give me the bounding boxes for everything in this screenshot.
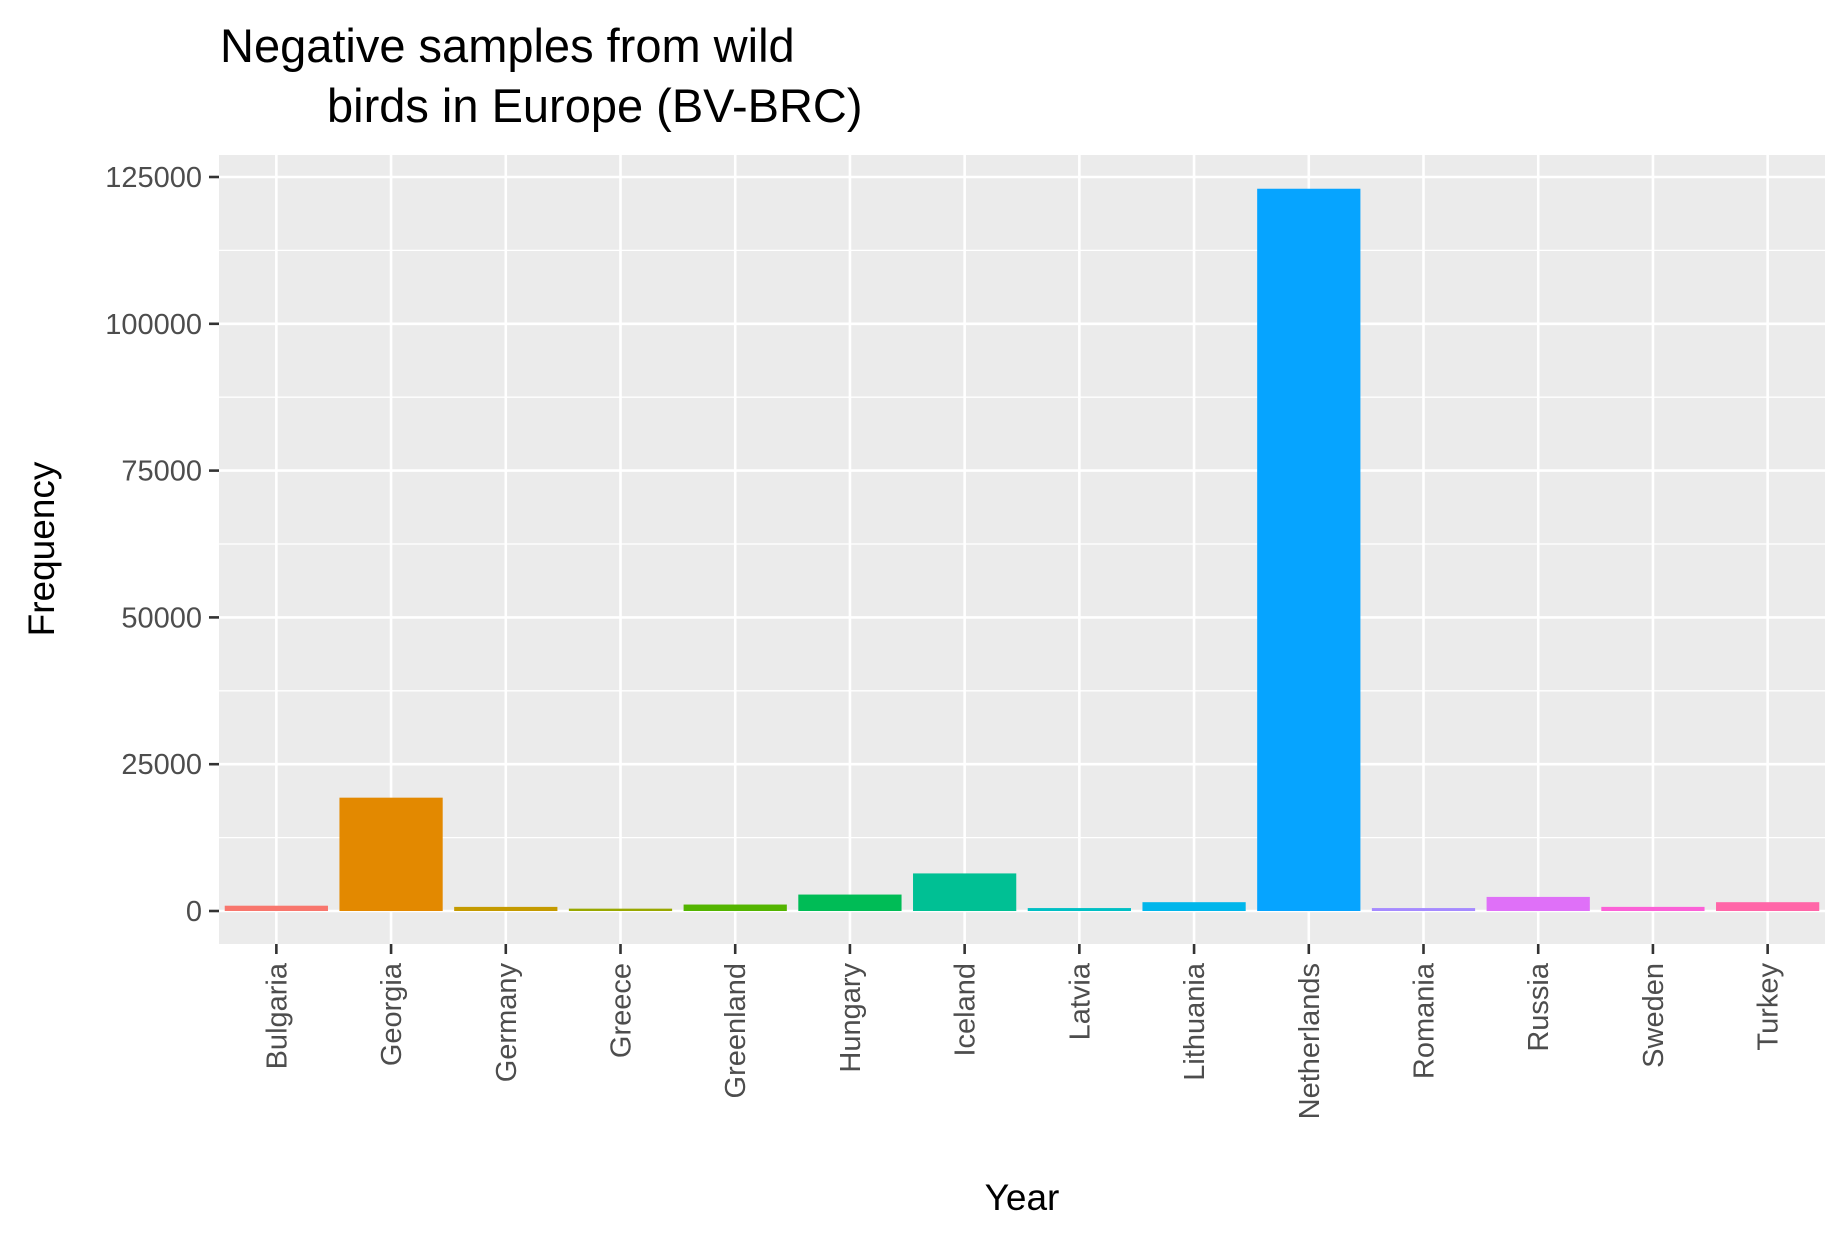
x-tick-label: Greenland: [720, 963, 752, 1098]
y-tick-label: 50000: [121, 602, 202, 634]
x-tick-label: Hungary: [835, 963, 867, 1073]
y-axis-title: Frequency: [21, 461, 62, 636]
bar-greece: [568, 908, 673, 911]
x-tick-label: Bulgaria: [261, 962, 293, 1069]
bar-sweden: [1601, 906, 1705, 911]
x-axis: Bulgaria Georgia Germany Greece Greenland Hun…: [261, 944, 1785, 1119]
chart-title-line-1: Negative samples from wild: [220, 19, 795, 72]
x-tick-label: Sweden: [1638, 963, 1670, 1068]
y-axis: 0 25000 50000 75000 100000 125000: [105, 162, 219, 928]
bar-hungary: [798, 894, 902, 911]
x-tick-label: Romania: [1409, 962, 1441, 1079]
bar-germany: [454, 906, 558, 911]
y-tick-label: 125000: [105, 162, 202, 194]
bars: [224, 188, 1820, 911]
bar-greenland: [683, 904, 787, 911]
x-tick-label: Turkey: [1753, 963, 1785, 1051]
plot-panel: [219, 155, 1825, 944]
bar-georgia: [339, 797, 443, 911]
chart-title-line-2: birds in Europe (BV-BRC): [327, 79, 862, 132]
y-tick-label: 0: [186, 896, 202, 928]
bar-latvia: [1027, 908, 1131, 911]
y-tick-label: 25000: [121, 749, 202, 781]
bar-romania: [1371, 908, 1476, 911]
y-tick-label: 75000: [121, 456, 202, 488]
x-tick-label: Lithuania: [1179, 962, 1211, 1081]
bar-netherlands: [1257, 188, 1361, 911]
bar-lithuania: [1142, 902, 1246, 911]
bar-russia: [1486, 896, 1590, 911]
x-tick-label: Latvia: [1064, 962, 1096, 1040]
bar-bulgaria: [224, 905, 328, 911]
bar-iceland: [913, 873, 1017, 911]
x-tick-label: Germany: [491, 963, 523, 1083]
x-tick-label: Greece: [606, 963, 638, 1058]
y-tick-label: 100000: [105, 309, 202, 341]
x-axis-title: Year: [985, 1177, 1060, 1218]
bar-turkey: [1716, 902, 1820, 911]
x-tick-label: Iceland: [950, 963, 982, 1057]
x-tick-label: Russia: [1523, 962, 1555, 1052]
x-tick-label: Georgia: [376, 962, 408, 1066]
x-tick-label: Netherlands: [1294, 963, 1326, 1119]
